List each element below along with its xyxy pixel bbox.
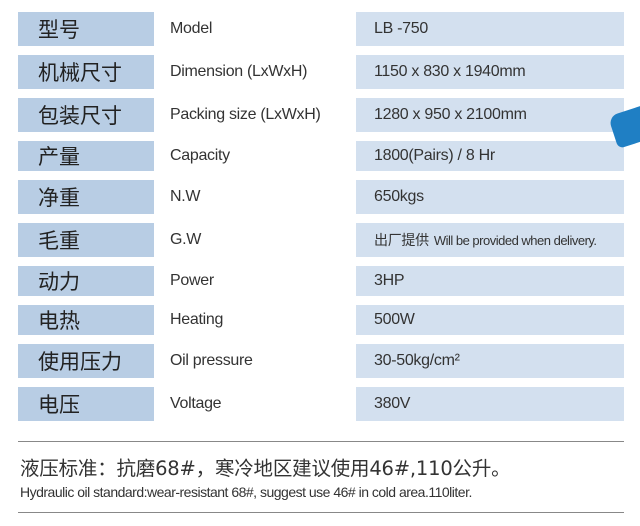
spec-label-cn: 净重: [18, 180, 154, 214]
spec-value: 30-50kg/cm²: [356, 344, 624, 378]
spec-label-en: Dimension (LxWxH): [154, 55, 356, 89]
spec-row-net-weight: 净重 N.W 650kgs: [18, 180, 624, 214]
spec-label-cn: 动力: [18, 266, 154, 296]
spec-label-en: G.W: [154, 223, 356, 257]
spec-label-en: Capacity: [154, 141, 356, 171]
spec-label-cn: 电热: [18, 305, 154, 335]
spec-value: 1800(Pairs) / 8 Hr: [356, 141, 624, 171]
spec-table: 型号 Model LB -750 机械尺寸 Dimension (LxWxH) …: [18, 12, 624, 430]
spec-label-en: Oil pressure: [154, 344, 356, 378]
spec-label-cn: 产量: [18, 141, 154, 171]
spec-value: 1150 x 830 x 1940mm: [356, 55, 624, 89]
note-cn: 液压标准：抗磨68#，寒冷地区建议使用46#,110公升。: [20, 457, 511, 480]
hydraulic-oil-note: 液压标准：抗磨68#，寒冷地区建议使用46#,110公升。 Hydraulic …: [20, 452, 630, 500]
spec-value: 出厂提供 Will be provided when delivery.: [356, 223, 624, 257]
spec-label-en: N.W: [154, 180, 356, 214]
spec-label-en: Voltage: [154, 387, 356, 421]
spec-row-oil-pressure: 使用压力 Oil pressure 30-50kg/cm²: [18, 344, 624, 378]
spec-row-dimension: 机械尺寸 Dimension (LxWxH) 1150 x 830 x 1940…: [18, 55, 624, 89]
spec-label-cn: 毛重: [18, 223, 154, 257]
spec-label-en: Packing size (LxWxH): [154, 98, 356, 132]
spec-row-power: 动力 Power 3HP: [18, 266, 624, 296]
note-en: Hydraulic oil standard:wear-resistant 68…: [20, 484, 472, 500]
spec-value: LB -750: [356, 12, 624, 46]
spec-row-capacity: 产量 Capacity 1800(Pairs) / 8 Hr: [18, 141, 624, 171]
spec-value-en: Will be provided when delivery.: [433, 232, 597, 248]
spec-value: 380V: [356, 387, 624, 421]
divider: [18, 441, 624, 442]
spec-row-model: 型号 Model LB -750: [18, 12, 624, 46]
spec-label-cn: 电压: [18, 387, 154, 421]
spec-label-en: Model: [154, 12, 356, 46]
spec-row-voltage: 电压 Voltage 380V: [18, 387, 624, 421]
spec-row-heating: 电热 Heating 500W: [18, 305, 624, 335]
spec-label-en: Heating: [154, 305, 356, 335]
divider: [18, 512, 624, 513]
spec-value: 1280 x 950 x 2100mm: [356, 98, 624, 132]
spec-row-packing-size: 包装尺寸 Packing size (LxWxH) 1280 x 950 x 2…: [18, 98, 624, 132]
spec-label-cn: 包装尺寸: [18, 98, 154, 132]
spec-value: 650kgs: [356, 180, 624, 214]
spec-value: 3HP: [356, 266, 624, 296]
spec-value-cn: 出厂提供: [374, 233, 429, 249]
spec-value: 500W: [356, 305, 624, 335]
spec-row-gross-weight: 毛重 G.W 出厂提供 Will be provided when delive…: [18, 223, 624, 257]
spec-label-cn: 机械尺寸: [18, 55, 154, 89]
spec-label-cn: 使用压力: [18, 344, 154, 378]
spec-label-en: Power: [154, 266, 356, 296]
spec-label-cn: 型号: [18, 12, 154, 46]
